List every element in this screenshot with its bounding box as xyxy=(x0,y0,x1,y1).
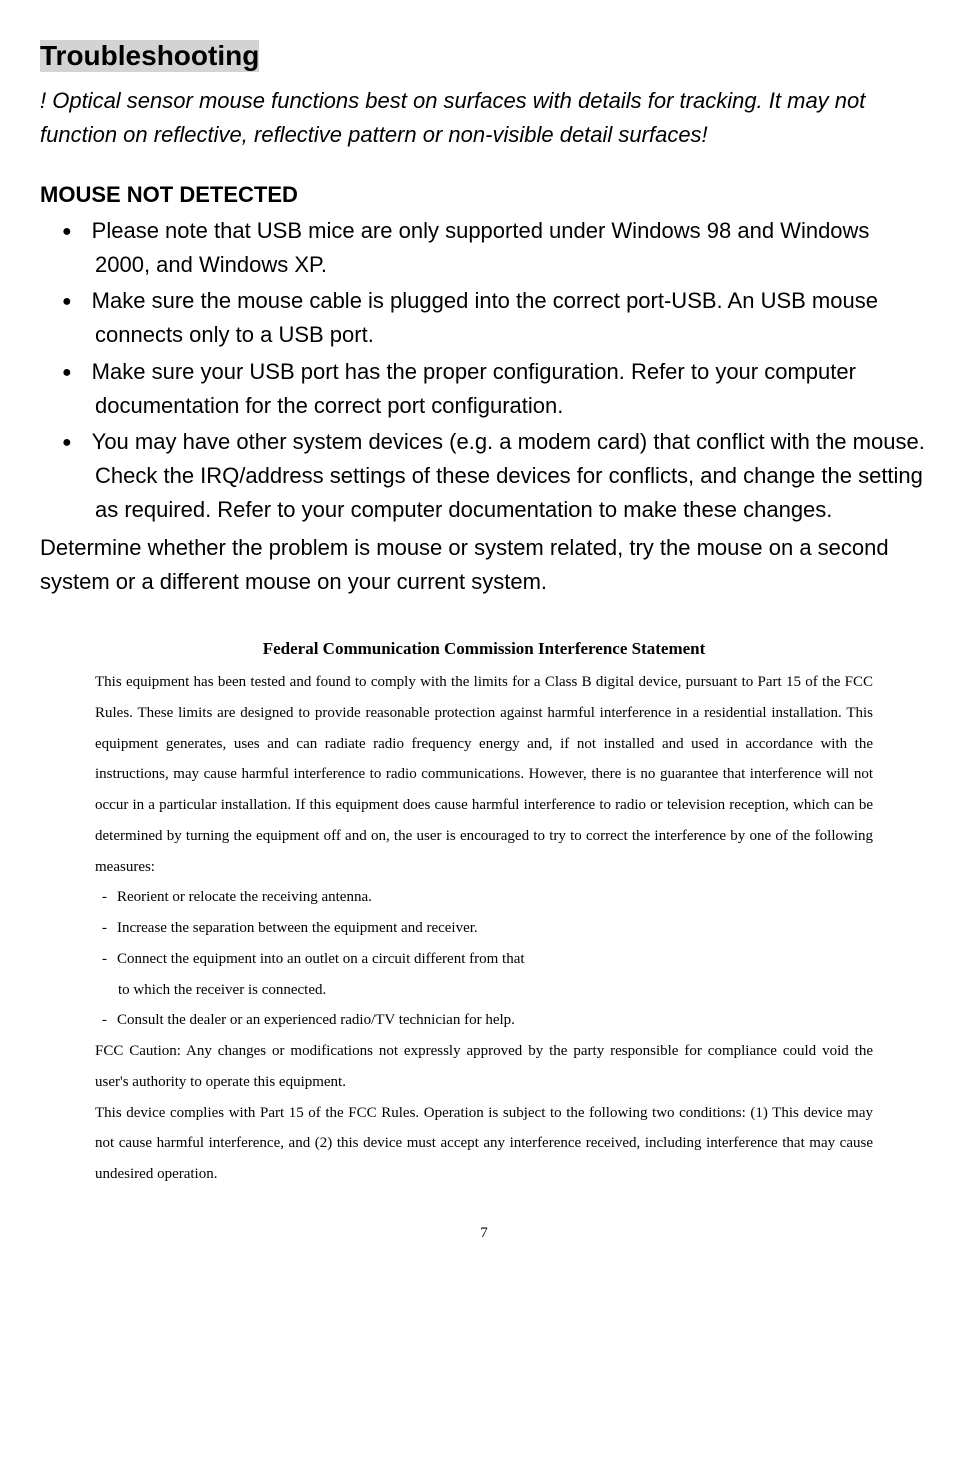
bullet-item: You may have other system devices (e.g. … xyxy=(40,425,928,527)
bullet-item: Please note that USB mice are only suppo… xyxy=(40,214,928,282)
fcc-title: Federal Communication Commission Interfe… xyxy=(95,639,873,659)
fcc-paragraph: This equipment has been tested and found… xyxy=(95,667,873,882)
section-heading: MOUSE NOT DETECTED xyxy=(40,182,928,208)
fcc-item-text: Increase the separation between the equi… xyxy=(117,920,478,936)
troubleshoot-list: Please note that USB mice are only suppo… xyxy=(40,214,928,527)
fcc-caution: FCC Caution: Any changes or modification… xyxy=(95,1036,873,1098)
fcc-item-text: Reorient or relocate the receiving anten… xyxy=(117,889,372,905)
bullet-item: Make sure your USB port has the proper c… xyxy=(40,355,928,423)
fcc-list-item: -Consult the dealer or an experienced ra… xyxy=(95,1005,873,1036)
optical-note: ! Optical sensor mouse functions best on… xyxy=(40,84,928,152)
fcc-compliance: This device complies with Part 15 of the… xyxy=(95,1098,873,1190)
fcc-list-item: -Increase the separation between the equ… xyxy=(95,913,873,944)
page-title: Troubleshooting xyxy=(40,40,259,72)
page-number: 7 xyxy=(40,1225,928,1242)
fcc-list-item-continuation: to which the receiver is connected. xyxy=(95,975,873,1006)
fcc-list-item: -Connect the equipment into an outlet on… xyxy=(95,944,873,975)
fcc-section: Federal Communication Commission Interfe… xyxy=(95,639,873,1190)
fcc-item-text: Consult the dealer or an experienced rad… xyxy=(117,1012,515,1028)
fcc-list-item: -Reorient or relocate the receiving ante… xyxy=(95,882,873,913)
closing-paragraph: Determine whether the problem is mouse o… xyxy=(40,531,928,599)
fcc-item-text: Connect the equipment into an outlet on … xyxy=(117,951,525,967)
fcc-item-text: to which the receiver is connected. xyxy=(118,982,326,998)
bullet-item: Make sure the mouse cable is plugged int… xyxy=(40,284,928,352)
fcc-list: -Reorient or relocate the receiving ante… xyxy=(95,882,873,1036)
